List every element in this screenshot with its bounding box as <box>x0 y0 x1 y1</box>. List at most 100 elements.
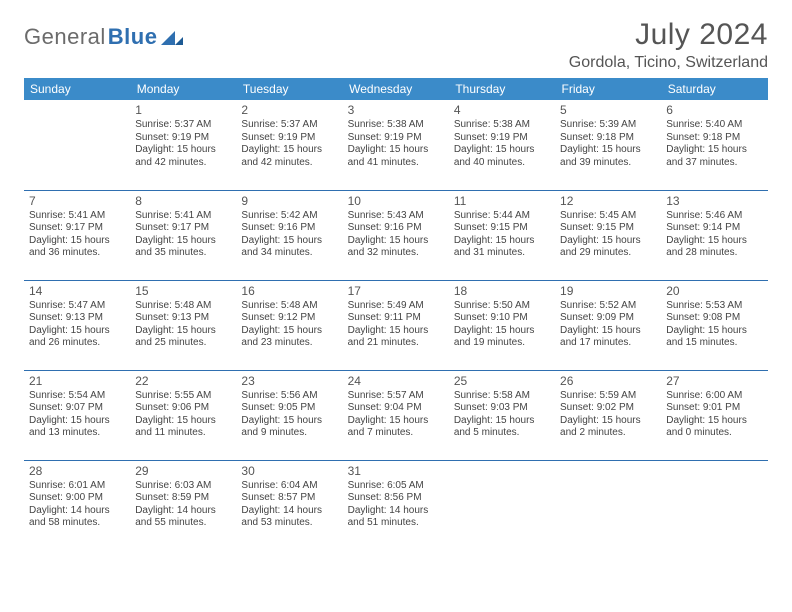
sunrise-text: Sunrise: 6:00 AM <box>666 390 762 403</box>
day-cell: 1Sunrise: 5:37 AMSunset: 9:19 PMDaylight… <box>130 100 236 190</box>
sunset-text: Sunset: 9:05 PM <box>241 402 337 415</box>
daylight-text: Daylight: 15 hours and 19 minutes. <box>454 325 550 350</box>
daylight-text: Daylight: 15 hours and 41 minutes. <box>348 144 444 169</box>
daylight-text: Daylight: 15 hours and 40 minutes. <box>454 144 550 169</box>
daylight-text: Daylight: 15 hours and 17 minutes. <box>560 325 656 350</box>
sunset-text: Sunset: 9:07 PM <box>29 402 125 415</box>
daylight-text: Daylight: 14 hours and 53 minutes. <box>241 505 337 530</box>
sunset-text: Sunset: 9:15 PM <box>560 222 656 235</box>
day-cell: 6Sunrise: 5:40 AMSunset: 9:18 PMDaylight… <box>661 100 767 190</box>
daylight-text: Daylight: 15 hours and 2 minutes. <box>560 415 656 440</box>
daylight-text: Daylight: 15 hours and 15 minutes. <box>666 325 762 350</box>
header: GeneralBlue July 2024 Gordola, Ticino, S… <box>24 18 768 72</box>
daylight-text: Daylight: 15 hours and 36 minutes. <box>29 235 125 260</box>
sunrise-text: Sunrise: 5:49 AM <box>348 300 444 313</box>
day-cell: 24Sunrise: 5:57 AMSunset: 9:04 PMDayligh… <box>343 370 449 460</box>
daylight-text: Daylight: 14 hours and 55 minutes. <box>135 505 231 530</box>
sunset-text: Sunset: 9:17 PM <box>29 222 125 235</box>
day-number: 2 <box>241 103 337 118</box>
day-number: 29 <box>135 464 231 479</box>
sunrise-text: Sunrise: 5:53 AM <box>666 300 762 313</box>
sunrise-text: Sunrise: 6:03 AM <box>135 480 231 493</box>
day-cell: 12Sunrise: 5:45 AMSunset: 9:15 PMDayligh… <box>555 190 661 280</box>
day-number: 18 <box>454 284 550 299</box>
day-header-row: Sunday Monday Tuesday Wednesday Thursday… <box>24 78 768 100</box>
daylight-text: Daylight: 15 hours and 7 minutes. <box>348 415 444 440</box>
day-cell: 11Sunrise: 5:44 AMSunset: 9:15 PMDayligh… <box>449 190 555 280</box>
day-cell: 5Sunrise: 5:39 AMSunset: 9:18 PMDaylight… <box>555 100 661 190</box>
day-cell: 21Sunrise: 5:54 AMSunset: 9:07 PMDayligh… <box>24 370 130 460</box>
week-row: 21Sunrise: 5:54 AMSunset: 9:07 PMDayligh… <box>24 370 768 460</box>
sunset-text: Sunset: 9:18 PM <box>666 132 762 145</box>
sunset-text: Sunset: 9:19 PM <box>348 132 444 145</box>
day-number: 19 <box>560 284 656 299</box>
sunrise-text: Sunrise: 5:37 AM <box>241 119 337 132</box>
sunrise-text: Sunrise: 5:41 AM <box>29 210 125 223</box>
triangle-icon <box>161 29 183 45</box>
daylight-text: Daylight: 15 hours and 25 minutes. <box>135 325 231 350</box>
day-cell: 7Sunrise: 5:41 AMSunset: 9:17 PMDaylight… <box>24 190 130 280</box>
sunset-text: Sunset: 9:19 PM <box>241 132 337 145</box>
month-title: July 2024 <box>569 18 768 52</box>
sunset-text: Sunset: 9:08 PM <box>666 312 762 325</box>
daylight-text: Daylight: 15 hours and 26 minutes. <box>29 325 125 350</box>
day-number: 6 <box>666 103 762 118</box>
sunrise-text: Sunrise: 5:57 AM <box>348 390 444 403</box>
daylight-text: Daylight: 14 hours and 51 minutes. <box>348 505 444 530</box>
sunrise-text: Sunrise: 6:01 AM <box>29 480 125 493</box>
sunset-text: Sunset: 9:18 PM <box>560 132 656 145</box>
day-header: Saturday <box>661 78 767 100</box>
daylight-text: Daylight: 15 hours and 42 minutes. <box>241 144 337 169</box>
day-cell: 16Sunrise: 5:48 AMSunset: 9:12 PMDayligh… <box>236 280 342 370</box>
daylight-text: Daylight: 15 hours and 32 minutes. <box>348 235 444 260</box>
title-block: July 2024 Gordola, Ticino, Switzerland <box>569 18 768 72</box>
sunrise-text: Sunrise: 5:43 AM <box>348 210 444 223</box>
day-number: 27 <box>666 374 762 389</box>
daylight-text: Daylight: 15 hours and 31 minutes. <box>454 235 550 260</box>
day-cell: 17Sunrise: 5:49 AMSunset: 9:11 PMDayligh… <box>343 280 449 370</box>
day-number: 17 <box>348 284 444 299</box>
day-number: 31 <box>348 464 444 479</box>
day-cell: 28Sunrise: 6:01 AMSunset: 9:00 PMDayligh… <box>24 460 130 550</box>
daylight-text: Daylight: 15 hours and 35 minutes. <box>135 235 231 260</box>
sunset-text: Sunset: 9:11 PM <box>348 312 444 325</box>
sunrise-text: Sunrise: 5:40 AM <box>666 119 762 132</box>
daylight-text: Daylight: 15 hours and 9 minutes. <box>241 415 337 440</box>
daylight-text: Daylight: 15 hours and 42 minutes. <box>135 144 231 169</box>
day-number: 5 <box>560 103 656 118</box>
day-number: 1 <box>135 103 231 118</box>
day-header: Sunday <box>24 78 130 100</box>
day-cell: 29Sunrise: 6:03 AMSunset: 8:59 PMDayligh… <box>130 460 236 550</box>
day-cell: 3Sunrise: 5:38 AMSunset: 9:19 PMDaylight… <box>343 100 449 190</box>
sunset-text: Sunset: 9:13 PM <box>135 312 231 325</box>
day-number: 26 <box>560 374 656 389</box>
brand-logo: GeneralBlue <box>24 18 183 50</box>
sunrise-text: Sunrise: 5:47 AM <box>29 300 125 313</box>
sunset-text: Sunset: 9:01 PM <box>666 402 762 415</box>
day-cell: 9Sunrise: 5:42 AMSunset: 9:16 PMDaylight… <box>236 190 342 280</box>
sunrise-text: Sunrise: 5:41 AM <box>135 210 231 223</box>
day-cell <box>555 460 661 550</box>
day-number: 16 <box>241 284 337 299</box>
daylight-text: Daylight: 15 hours and 39 minutes. <box>560 144 656 169</box>
location-text: Gordola, Ticino, Switzerland <box>569 54 768 72</box>
day-cell: 18Sunrise: 5:50 AMSunset: 9:10 PMDayligh… <box>449 280 555 370</box>
day-cell: 20Sunrise: 5:53 AMSunset: 9:08 PMDayligh… <box>661 280 767 370</box>
calendar-page: GeneralBlue July 2024 Gordola, Ticino, S… <box>0 0 792 560</box>
daylight-text: Daylight: 15 hours and 21 minutes. <box>348 325 444 350</box>
day-cell: 30Sunrise: 6:04 AMSunset: 8:57 PMDayligh… <box>236 460 342 550</box>
daylight-text: Daylight: 15 hours and 34 minutes. <box>241 235 337 260</box>
daylight-text: Daylight: 15 hours and 28 minutes. <box>666 235 762 260</box>
day-number: 4 <box>454 103 550 118</box>
day-number: 13 <box>666 194 762 209</box>
day-cell: 14Sunrise: 5:47 AMSunset: 9:13 PMDayligh… <box>24 280 130 370</box>
day-number: 10 <box>348 194 444 209</box>
daylight-text: Daylight: 15 hours and 29 minutes. <box>560 235 656 260</box>
week-row: 7Sunrise: 5:41 AMSunset: 9:17 PMDaylight… <box>24 190 768 280</box>
daylight-text: Daylight: 14 hours and 58 minutes. <box>29 505 125 530</box>
day-number: 28 <box>29 464 125 479</box>
sunset-text: Sunset: 9:13 PM <box>29 312 125 325</box>
sunset-text: Sunset: 9:10 PM <box>454 312 550 325</box>
daylight-text: Daylight: 15 hours and 13 minutes. <box>29 415 125 440</box>
day-number: 15 <box>135 284 231 299</box>
